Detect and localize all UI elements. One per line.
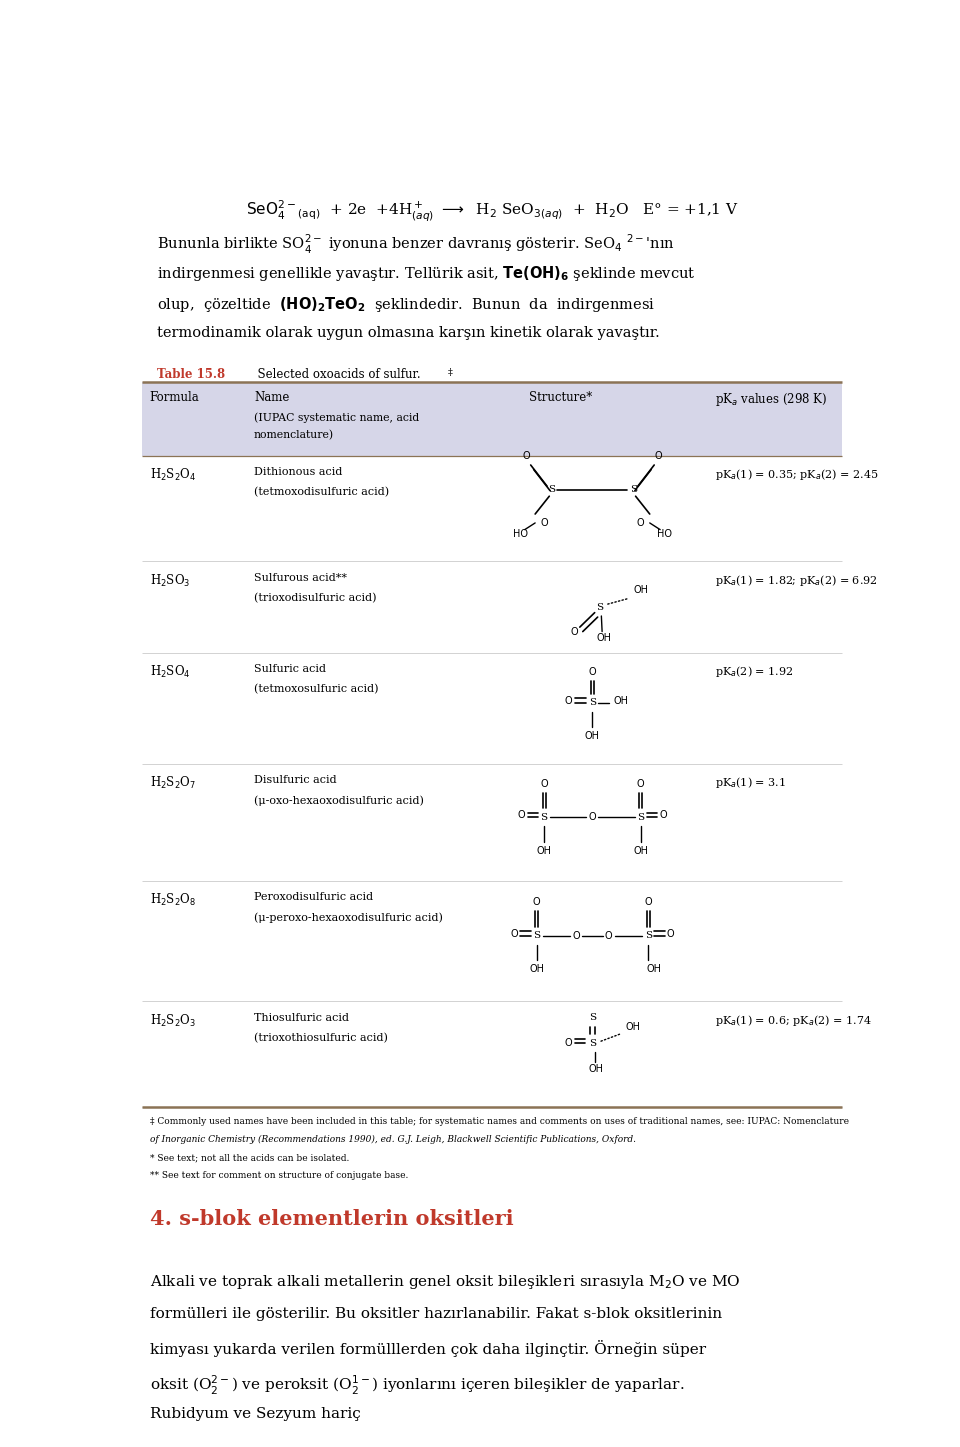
Text: HO: HO bbox=[657, 530, 672, 540]
Text: ‡: ‡ bbox=[447, 368, 452, 376]
Text: S: S bbox=[588, 1039, 596, 1048]
Text: O: O bbox=[637, 518, 644, 528]
Text: Sulfuric acid: Sulfuric acid bbox=[253, 664, 325, 674]
Text: (μ-peroxo-hexaoxodisulfuric acid): (μ-peroxo-hexaoxodisulfuric acid) bbox=[253, 913, 443, 923]
Text: oksit (O$_2^{2-}$) ve peroksit (O$_2^{1-}$) iyonlarını içeren bileşikler de yapa: oksit (O$_2^{2-}$) ve peroksit (O$_2^{1-… bbox=[150, 1373, 684, 1396]
Text: OH: OH bbox=[626, 1022, 641, 1032]
Text: O: O bbox=[667, 929, 674, 939]
Text: OH: OH bbox=[588, 1064, 604, 1074]
Text: Structure*: Structure* bbox=[529, 391, 592, 404]
Text: 4. s-blok elementlerin oksitleri: 4. s-blok elementlerin oksitleri bbox=[150, 1208, 514, 1229]
Text: ‡ Commonly used names have been included in this table; for systematic names and: ‡ Commonly used names have been included… bbox=[150, 1117, 849, 1126]
Text: H$_2$S$_2$O$_3$: H$_2$S$_2$O$_3$ bbox=[150, 1013, 196, 1029]
Text: Rubidyum ve Sezyum hariç: Rubidyum ve Sezyum hariç bbox=[150, 1406, 361, 1421]
Text: S: S bbox=[548, 485, 555, 493]
Text: formülleri ile gösterilir. Bu oksitler hazırlanabilir. Fakat s-blok oksitlerinin: formülleri ile gösterilir. Bu oksitler h… bbox=[150, 1307, 722, 1321]
Text: H$_2$S$_2$O$_4$: H$_2$S$_2$O$_4$ bbox=[150, 467, 196, 483]
Text: Disulfuric acid: Disulfuric acid bbox=[253, 776, 337, 786]
Text: O: O bbox=[540, 518, 548, 528]
Text: (tetmoxodisulfuric acid): (tetmoxodisulfuric acid) bbox=[253, 486, 389, 496]
Text: OH: OH bbox=[647, 964, 661, 974]
Text: Bununla birlikte SO$_4^{2-}$ iyonuna benzer davranış gösterir. SeO$_4$ $^{2-}$'n: Bununla birlikte SO$_4^{2-}$ iyonuna ben… bbox=[157, 233, 675, 256]
Text: O: O bbox=[637, 778, 644, 789]
Text: Table 15.8: Table 15.8 bbox=[157, 368, 226, 381]
Text: Formula: Formula bbox=[150, 391, 200, 404]
Text: Name: Name bbox=[253, 391, 289, 404]
Text: O: O bbox=[540, 778, 548, 789]
Text: * See text; not all the acids can be isolated.: * See text; not all the acids can be iso… bbox=[150, 1153, 349, 1162]
Text: (trioxothiosulfuric acid): (trioxothiosulfuric acid) bbox=[253, 1033, 388, 1043]
Text: OH: OH bbox=[585, 731, 600, 741]
Text: (μ-oxo-hexaoxodisulfuric acid): (μ-oxo-hexaoxodisulfuric acid) bbox=[253, 796, 423, 806]
Text: olup,  çözeltide  $\mathbf{(HO)_2TeO_2}$  şeklindedir.  Bunun  da  indirgenmesi: olup, çözeltide $\mathbf{(HO)_2TeO_2}$ ş… bbox=[157, 295, 656, 314]
Text: O: O bbox=[518, 810, 525, 820]
Text: indirgenmesi genellikle yavaştır. Tellürik asit, $\mathbf{Te(OH)_6}$ şeklinde me: indirgenmesi genellikle yavaştır. Tellür… bbox=[157, 263, 696, 284]
Text: O: O bbox=[644, 897, 652, 907]
Text: Thiosulfuric acid: Thiosulfuric acid bbox=[253, 1013, 348, 1023]
Text: O: O bbox=[571, 627, 578, 637]
Text: pK$_a$(2) = 1.92: pK$_a$(2) = 1.92 bbox=[715, 664, 793, 679]
Text: O: O bbox=[522, 451, 530, 462]
Text: O: O bbox=[660, 810, 667, 820]
Text: OH: OH bbox=[529, 964, 544, 974]
Text: O: O bbox=[533, 897, 540, 907]
Text: pK$_a$(1) = 0.6; pK$_a$(2) = 1.74: pK$_a$(1) = 0.6; pK$_a$(2) = 1.74 bbox=[715, 1013, 872, 1027]
Text: H$_2$SO$_4$: H$_2$SO$_4$ bbox=[150, 664, 190, 680]
Text: pK$_a$(1) = 1.82; pK$_a$(2) = 6.92: pK$_a$(1) = 1.82; pK$_a$(2) = 6.92 bbox=[715, 573, 877, 587]
Text: S: S bbox=[596, 602, 604, 612]
Text: O: O bbox=[588, 667, 596, 677]
Text: Alkali ve toprak alkali metallerin genel oksit bileşikleri sırasıyla M$_2$O ve M: Alkali ve toprak alkali metallerin genel… bbox=[150, 1273, 740, 1291]
Text: S: S bbox=[540, 813, 547, 822]
Text: O: O bbox=[564, 1039, 572, 1048]
Text: OH: OH bbox=[537, 845, 552, 855]
Text: S: S bbox=[533, 932, 540, 941]
Text: (IUPAC systematic name, acid: (IUPAC systematic name, acid bbox=[253, 412, 420, 423]
Text: of Inorganic Chemistry (Recommendations 1990), ed. G.J. Leigh, Blackwell Scienti: of Inorganic Chemistry (Recommendations … bbox=[150, 1136, 636, 1145]
Text: pK$_a$(1) = 0.35; pK$_a$(2) = 2.45: pK$_a$(1) = 0.35; pK$_a$(2) = 2.45 bbox=[715, 467, 878, 482]
Text: O: O bbox=[511, 929, 518, 939]
Text: pK$_a$ values (298 K): pK$_a$ values (298 K) bbox=[715, 391, 828, 408]
Text: OH: OH bbox=[613, 696, 628, 706]
Text: (trioxodisulfuric acid): (trioxodisulfuric acid) bbox=[253, 593, 376, 603]
Text: OH: OH bbox=[634, 586, 648, 595]
Text: pK$_a$(1) = 3.1: pK$_a$(1) = 3.1 bbox=[715, 776, 786, 790]
Text: HO: HO bbox=[513, 530, 528, 540]
Text: kimyası yukarda verilen formülllerden çok daha ilginçtir. Örneğin süper: kimyası yukarda verilen formülllerden ço… bbox=[150, 1340, 706, 1357]
Text: (tetmoxosulfuric acid): (tetmoxosulfuric acid) bbox=[253, 684, 378, 695]
Text: nomenclature): nomenclature) bbox=[253, 430, 334, 440]
Text: ** See text for comment on structure of conjugate base.: ** See text for comment on structure of … bbox=[150, 1171, 408, 1179]
Text: S: S bbox=[637, 813, 644, 822]
Text: $\mathrm{SeO_4^{2-}{}_{(aq)}}$  + 2e  +4H$^+_{(aq)}$ $\longrightarrow$  H$_2$ Se: $\mathrm{SeO_4^{2-}{}_{(aq)}}$ + 2e +4H$… bbox=[246, 200, 738, 224]
Text: O: O bbox=[655, 451, 662, 462]
Text: Selected oxoacids of sulfur.: Selected oxoacids of sulfur. bbox=[251, 368, 420, 381]
Text: S: S bbox=[630, 485, 636, 493]
Text: H$_2$S$_2$O$_7$: H$_2$S$_2$O$_7$ bbox=[150, 776, 196, 792]
Text: OH: OH bbox=[596, 634, 612, 644]
Text: Dithionous acid: Dithionous acid bbox=[253, 467, 343, 476]
Text: O: O bbox=[588, 812, 596, 822]
Text: Peroxodisulfuric acid: Peroxodisulfuric acid bbox=[253, 893, 373, 903]
Text: O: O bbox=[605, 930, 612, 941]
Text: termodinamik olarak uygun olmasına karşın kinetik olarak yavaştır.: termodinamik olarak uygun olmasına karşı… bbox=[157, 326, 660, 340]
Text: H$_2$S$_2$O$_8$: H$_2$S$_2$O$_8$ bbox=[150, 893, 196, 909]
Text: O: O bbox=[572, 930, 580, 941]
Text: H$_2$SO$_3$: H$_2$SO$_3$ bbox=[150, 573, 190, 589]
Text: O: O bbox=[564, 696, 572, 706]
Text: S: S bbox=[588, 1013, 596, 1022]
Text: S: S bbox=[588, 699, 596, 708]
Text: Sulfurous acid**: Sulfurous acid** bbox=[253, 573, 347, 583]
Text: OH: OH bbox=[634, 845, 648, 855]
Text: S: S bbox=[645, 932, 652, 941]
FancyBboxPatch shape bbox=[142, 382, 842, 456]
